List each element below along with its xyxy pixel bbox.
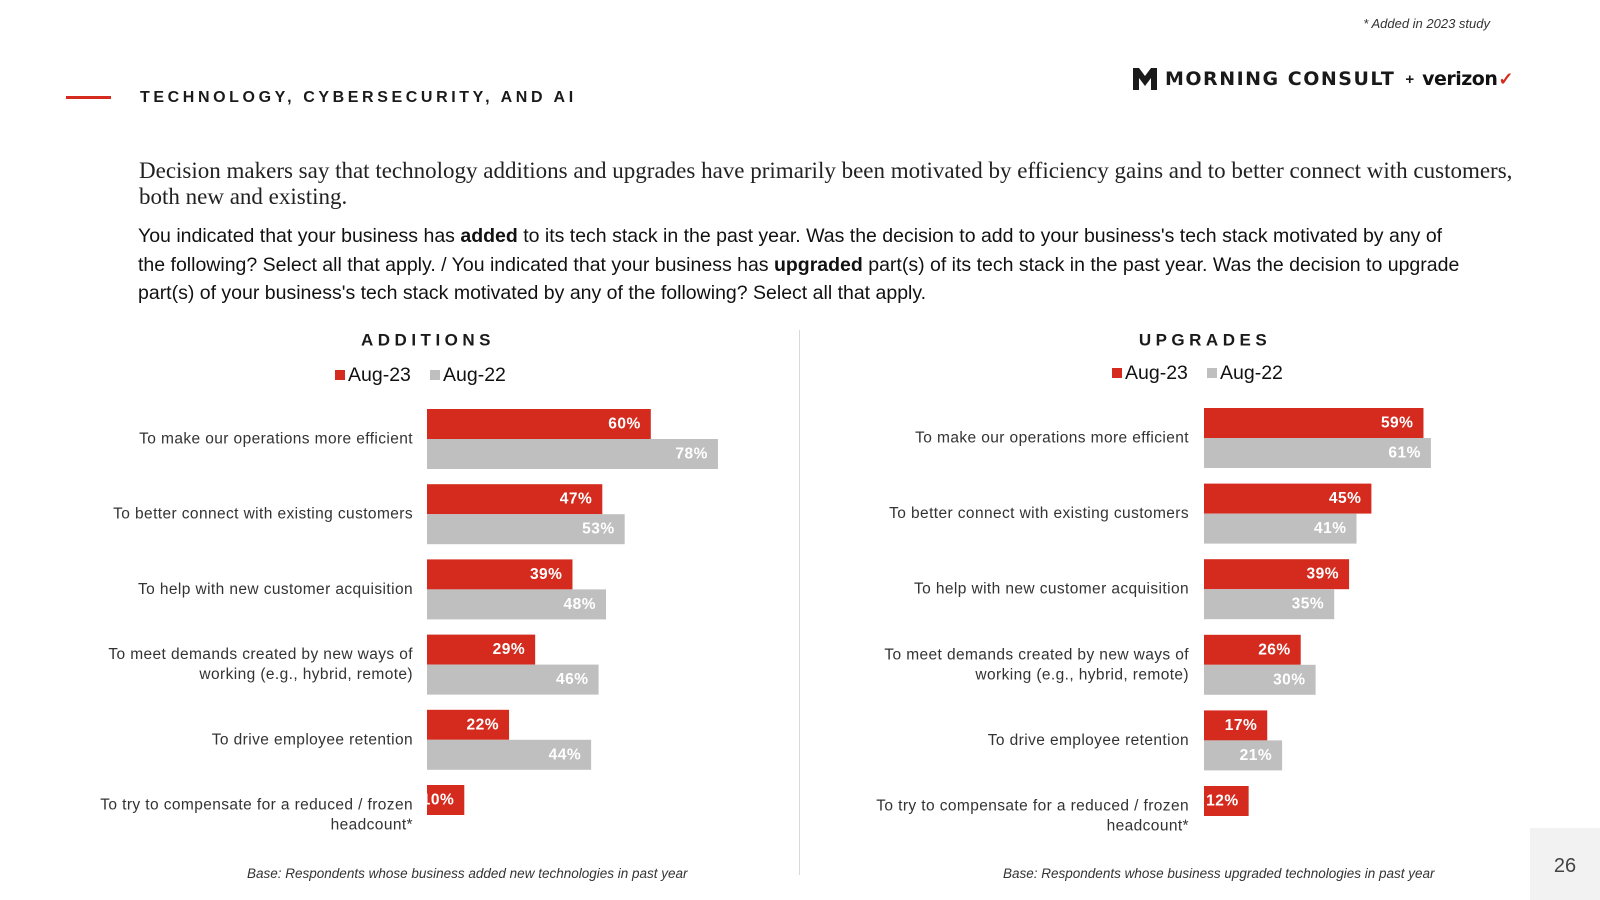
question-part-1: You indicated that your business has [138,225,461,247]
additions-base-note: Base: Respondents whose business added n… [247,866,688,881]
bar-aug-23 [427,634,536,665]
legend-label-aug-23: Aug-23 [348,364,411,386]
bar-aug-23 [1204,710,1268,741]
legend-label-aug-23: Aug-23 [1125,362,1188,384]
category-label: headcount* [331,817,413,834]
bar-value-label: 53% [582,521,615,538]
legend-swatch-aug-22 [1207,368,1217,378]
page-number-box [1530,828,1600,900]
category-label: To better connect with existing customer… [889,505,1189,522]
bar-aug-23 [1204,483,1372,514]
additions-chart-title: ADDITIONS [361,331,495,350]
bar-aug-22 [1204,664,1316,695]
slide-headline: Decision makers say that technology addi… [139,158,1513,209]
category-label: To try to compensate for a reduced / fro… [876,798,1189,815]
category-label: working (e.g., hybrid, remote) [198,666,413,683]
question-part-2: to its tech stack in the past year. Was … [138,225,1443,276]
category-label: To meet demands created by new ways of [884,646,1189,663]
bar-aug-23 [427,559,573,590]
category-label: To make our operations more efficient [915,430,1189,447]
bar-value-label: 59% [1381,415,1414,432]
bar-value-label: 21% [1240,747,1273,764]
bar-aug-23 [1204,634,1301,665]
bar-value-label: 30% [1273,671,1306,688]
additions-chart: ADDITIONS Aug-23 Aug-22 To make our operati… [100,331,718,834]
bar-aug-23 [427,409,651,439]
bar-aug-23 [427,709,510,740]
legend-label-aug-22: Aug-22 [443,364,506,386]
question-bold-upgraded: upgraded [773,253,863,276]
category-label: To try to compensate for a reduced / fro… [100,797,413,814]
morning-consult-mark-icon [1133,68,1157,90]
bar-aug-22 [427,439,718,469]
bar-value-label: 61% [1388,445,1421,462]
section-accent-rule [66,96,111,99]
category-label: To drive employee retention [212,731,413,748]
bar-value-label: 12% [1206,793,1239,810]
bar-value-label: 45% [1329,490,1362,507]
bar-aug-22 [1204,513,1357,544]
legend-swatch-aug-22 [430,370,440,380]
bar-value-label: 47% [560,491,593,508]
category-label: To help with new customer acquisition [138,581,413,598]
category-label: To drive employee retention [988,732,1189,749]
category-label: working (e.g., hybrid, remote) [974,666,1189,683]
bar-value-label: 78% [675,446,708,463]
bar-aug-22 [1204,740,1283,771]
bar-aug-23 [1204,786,1249,816]
chart-divider [799,330,800,875]
legend-label-aug-22: Aug-22 [1220,362,1283,384]
brand-logo: MORNING CONSULT + verizon ✓ [1133,64,1513,94]
bar-aug-23 [1204,408,1424,438]
legend-swatch-aug-23 [335,370,345,380]
bar-value-label: 44% [549,746,582,763]
study-footnote: * Added in 2023 study [1363,16,1490,31]
survey-question: You indicated that your business has add… [138,222,1468,308]
bar-aug-23 [427,484,603,515]
bar-value-label: 48% [564,596,597,613]
bar-aug-22 [427,514,625,545]
bar-value-label: 22% [467,716,500,733]
bar-value-label: 17% [1225,717,1258,734]
bar-value-label: 39% [530,566,563,583]
bar-value-label: 35% [1292,596,1325,613]
page-number: 26 [1553,855,1577,877]
bar-value-label: 29% [493,641,526,658]
bar-aug-23 [1204,559,1350,590]
bar-aug-22 [427,589,607,620]
category-label: To meet demands created by new ways of [108,646,413,663]
bar-aug-22 [427,739,592,770]
bar-value-label: 46% [556,671,589,688]
upgrades-base-note: Base: Respondents whose business upgrade… [1003,866,1435,881]
bar-value-label: 39% [1307,566,1340,583]
upgrades-chart-title: UPGRADES [1139,331,1271,350]
legend-swatch-aug-23 [1112,368,1122,378]
question-part-3: part(s) of its tech stack in the past ye… [138,253,1460,305]
bar-value-label: 60% [608,416,641,433]
bar-value-label: 26% [1258,641,1291,658]
upgrades-chart: UPGRADES Aug-23 Aug-22 To make our operatio… [876,331,1431,835]
bar-aug-23 [427,785,465,815]
category-label: headcount* [1107,818,1189,835]
question-bold-added: added [460,225,518,247]
logo-partner-text: verizon [1422,68,1498,90]
bar-value-label: 10% [422,792,455,809]
section-title: TECHNOLOGY, CYBERSECURITY, AND AI [140,89,577,106]
logo-plus: + [1405,70,1415,88]
category-label: To make our operations more efficient [139,431,413,448]
bar-aug-22 [427,664,599,695]
verizon-check-icon: ✓ [1498,68,1514,89]
category-label: To help with new customer acquisition [914,581,1189,598]
bar-aug-22 [1204,589,1335,620]
bar-value-label: 41% [1314,520,1347,537]
logo-brand-text: MORNING CONSULT [1165,68,1396,90]
category-label: To better connect with existing customer… [113,506,413,523]
bar-aug-22 [1204,438,1431,468]
